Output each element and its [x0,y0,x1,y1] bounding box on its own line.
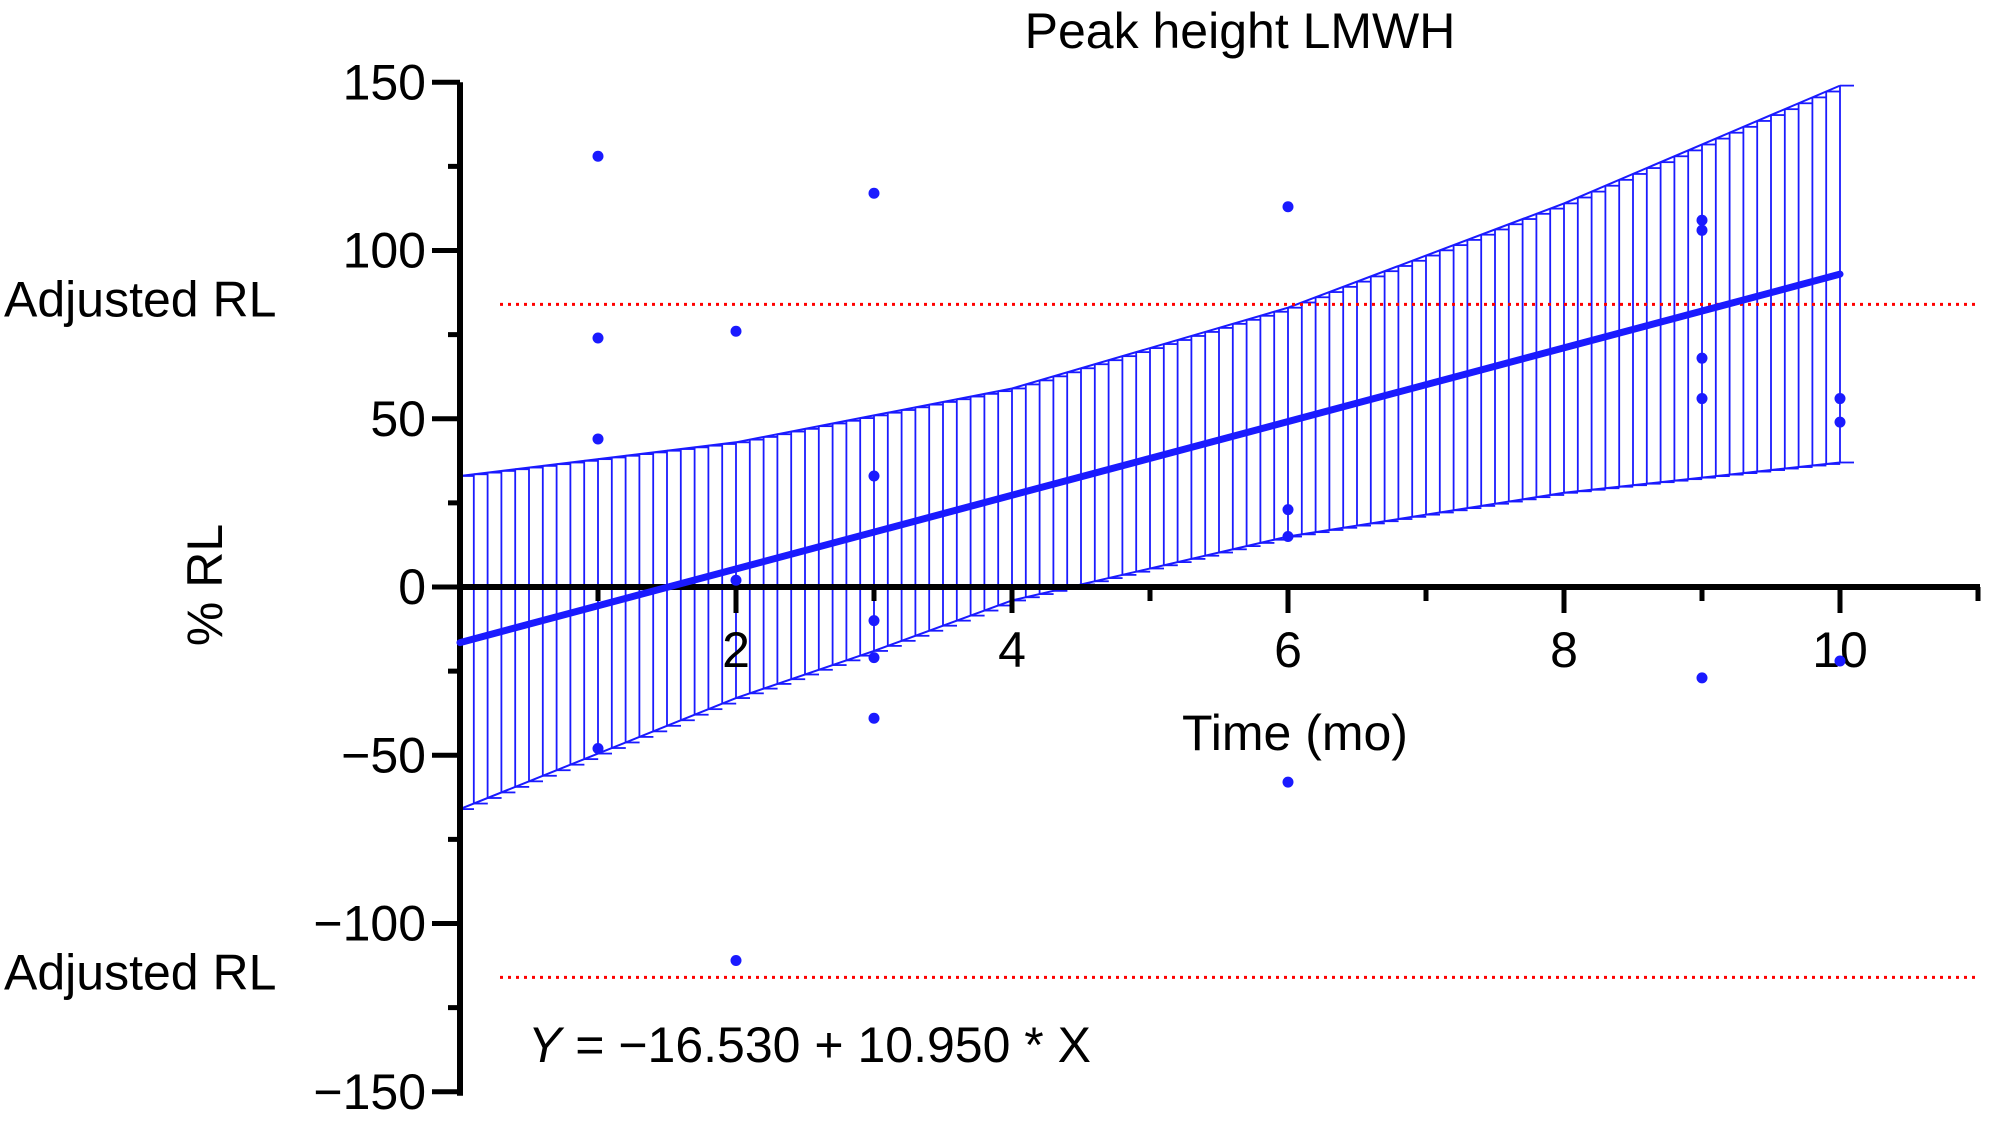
data-point [1282,776,1294,788]
x-axis-label: Time (mo) [1182,705,1408,761]
data-points [592,150,1846,967]
confidence-band [459,84,1854,811]
data-point [1834,416,1846,428]
y-tick-label: 150 [343,54,426,110]
data-point [1834,655,1846,667]
x-tick-label: 10 [1812,622,1868,678]
data-point [868,470,880,482]
equation-body: = −16.530 + 10.950 * X [561,1017,1091,1073]
chart-title: Peak height LMWH [1025,3,1456,59]
x-tick-label: 8 [1550,622,1578,678]
data-point [868,712,880,724]
data-point [1696,352,1708,364]
x-tick-label: 2 [722,622,750,678]
data-point [592,743,604,755]
y-tick-label: 100 [343,223,426,279]
data-point [1696,224,1708,236]
data-point [1834,393,1846,405]
y-tick-label: −150 [313,1064,426,1120]
data-point [1282,531,1294,543]
data-point [1696,672,1708,684]
data-point [868,652,880,664]
reference-line-label-2: Adjusted RL [4,944,276,1000]
data-point [868,615,880,627]
reference-line-label-1: Adjusted RL [4,271,276,327]
data-point [592,332,604,344]
y-tick-label: −50 [341,727,426,783]
data-point [730,955,742,967]
data-point [730,574,742,586]
data-point [1696,393,1708,405]
x-tick-label: 6 [1274,622,1302,678]
x-tick-label: 4 [998,622,1026,678]
data-point [730,325,742,337]
y-tick-label: 0 [398,559,426,615]
regression-line-path [456,270,1844,647]
reference-lines: Adjusted RL Adjusted RL [4,271,1980,1000]
data-point [1696,214,1708,226]
equation-variable: Y [528,1017,565,1073]
band-upper-curve [459,84,1841,477]
y-tick-label: −100 [313,896,426,952]
y-tick-label: 50 [370,391,426,447]
y-axis-label: % RL [177,524,233,646]
data-point [592,433,604,445]
data-point [592,150,604,162]
regression-equation: Y = −16.530 + 10.950 * X [528,1017,1091,1073]
data-point [1282,201,1294,213]
regression-line [456,270,1844,647]
axes: 150 100 50 0 −50 −100 −150 2 4 6 8 10 [313,54,1981,1120]
data-point [868,187,880,199]
data-point [1282,504,1294,516]
